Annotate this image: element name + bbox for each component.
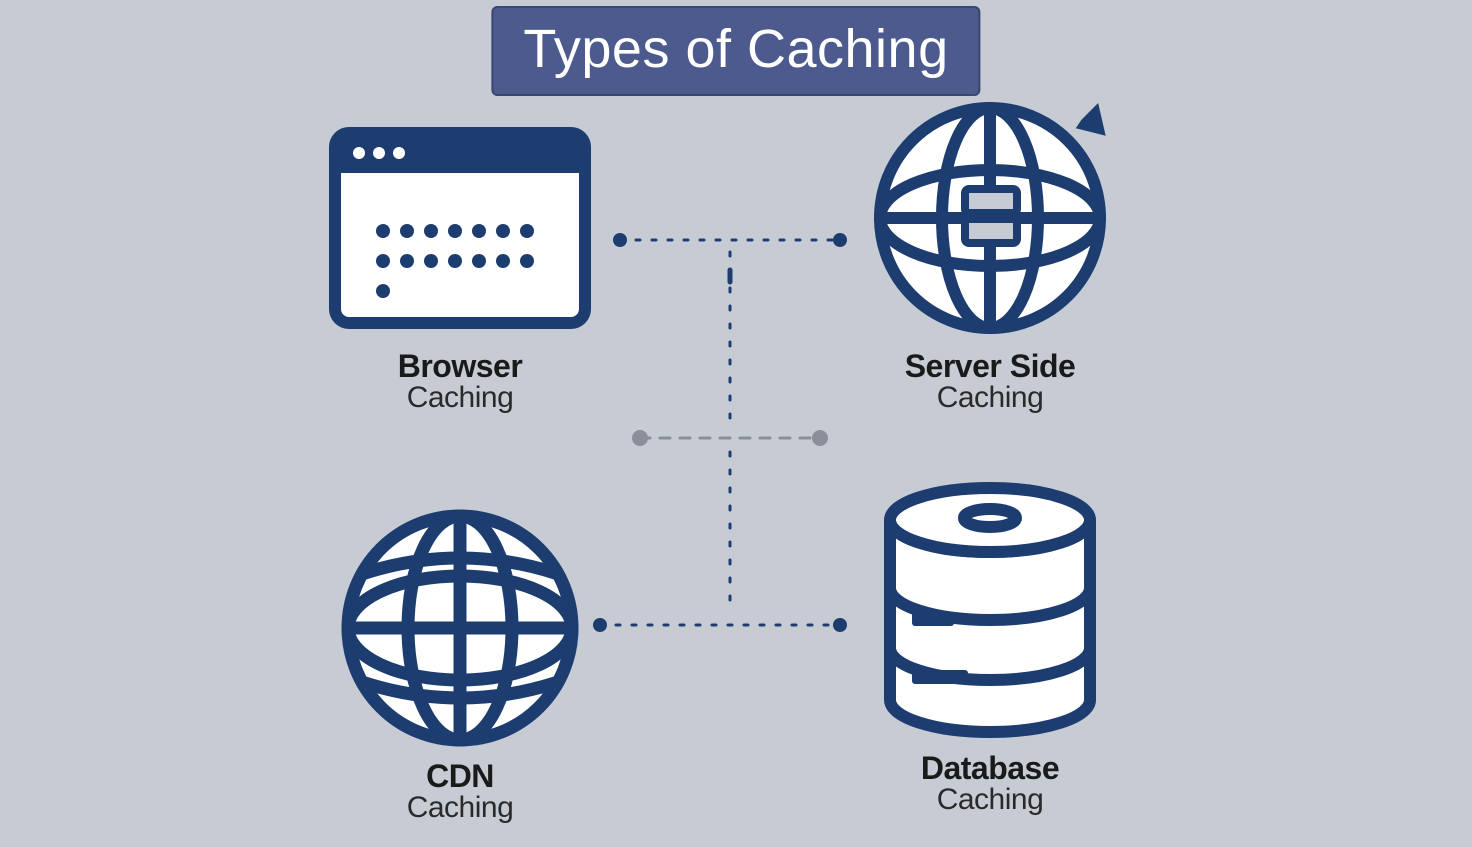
database-subtitle: Caching (840, 783, 1140, 817)
page-title-text: Types of Caching (523, 19, 948, 79)
globe-server-icon (840, 88, 1140, 348)
cdn-subtitle: Caching (310, 791, 610, 825)
caching-type-cdn: CDN Caching (310, 498, 610, 825)
cdn-title: CDN (310, 758, 610, 795)
caching-type-serverside: Server Side Caching (840, 88, 1140, 415)
browser-title: Browser (310, 348, 610, 385)
database-cylinder-icon (840, 470, 1140, 750)
page-title: Types of Caching (491, 6, 980, 96)
browser-window-icon (310, 108, 610, 348)
browser-subtitle: Caching (310, 381, 610, 415)
globe-icon (310, 498, 610, 758)
caching-type-browser: Browser Caching (310, 108, 610, 415)
database-title: Database (840, 750, 1140, 787)
serverside-subtitle: Caching (840, 381, 1140, 415)
caching-type-database: Database Caching (840, 470, 1140, 817)
connector-lines (0, 0, 1472, 847)
serverside-title: Server Side (840, 348, 1140, 385)
